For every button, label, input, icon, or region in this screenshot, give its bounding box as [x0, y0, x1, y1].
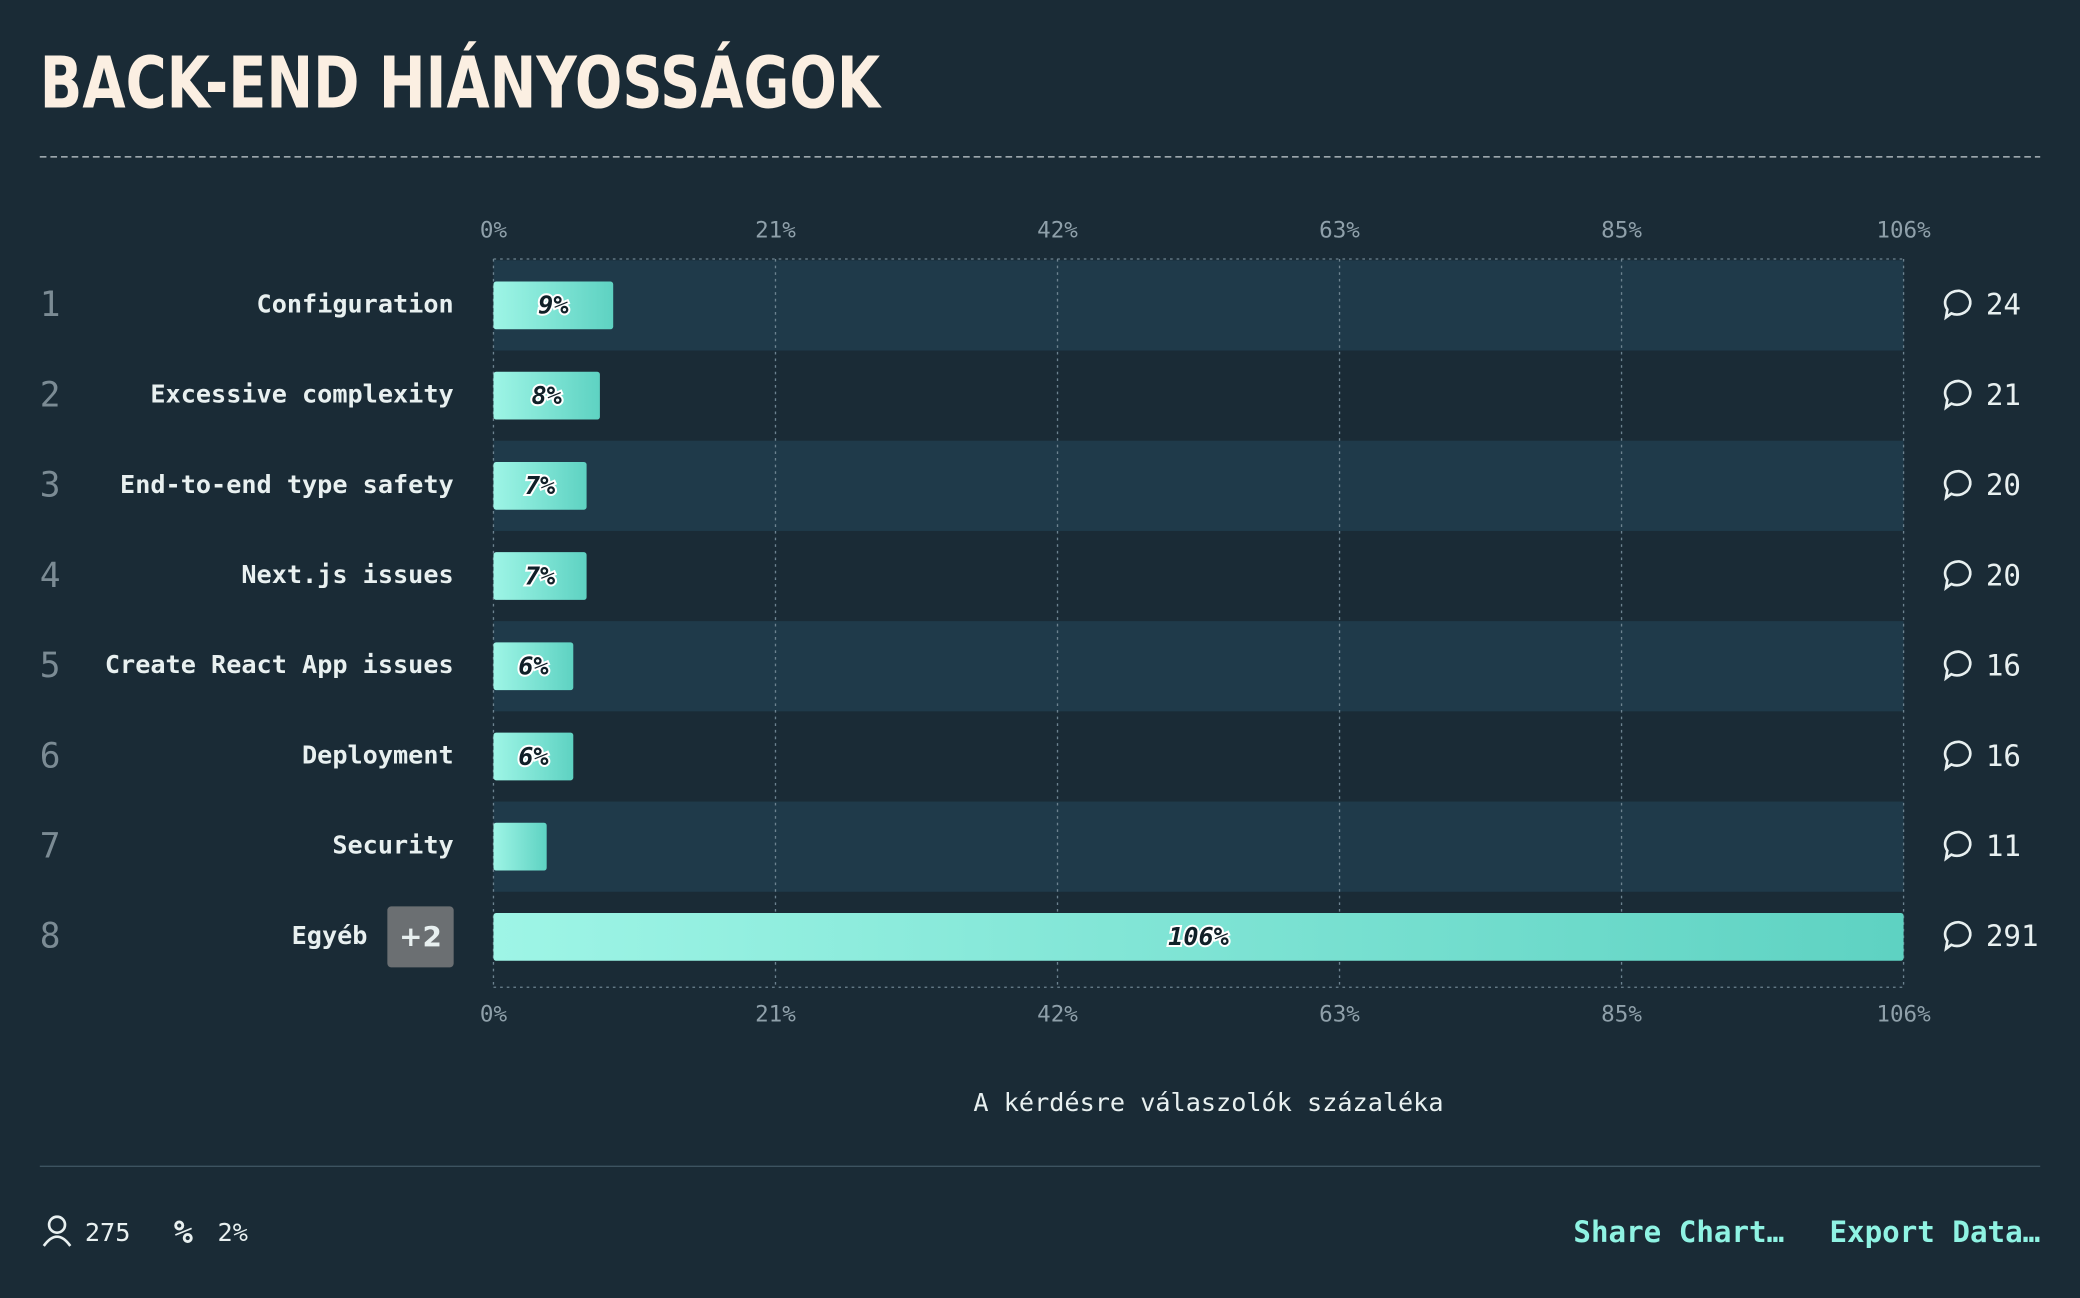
comment-icon — [1943, 379, 1972, 411]
category-label: Egyéb — [292, 921, 368, 950]
badge-label: +2 — [399, 920, 442, 953]
percent-icon: % — [174, 1213, 193, 1251]
row-band — [493, 260, 1904, 351]
category-label: Security — [332, 831, 453, 860]
x-tick-label: 21% — [755, 218, 796, 244]
comment-icon — [1943, 469, 1972, 501]
x-axis-label: A kérdésre válaszolók százaléka — [973, 1088, 1443, 1117]
x-tick-label: 106% — [1876, 1002, 1931, 1028]
count: 11 — [1986, 829, 2021, 863]
rank: 8 — [40, 917, 61, 957]
rank: 4 — [40, 556, 61, 596]
x-tick-label: 106% — [1876, 218, 1931, 244]
count: 24 — [1986, 288, 2021, 322]
x-tick-label: 42% — [1037, 218, 1078, 244]
x-tick-label: 63% — [1319, 218, 1360, 244]
rank: 5 — [40, 646, 61, 686]
count: 20 — [1986, 468, 2021, 502]
count: 16 — [1986, 739, 2021, 773]
row-band — [493, 801, 1904, 892]
x-tick-label: 0% — [480, 1002, 508, 1028]
bar — [493, 281, 614, 330]
bar — [493, 822, 547, 871]
comment-icon — [1943, 650, 1972, 682]
row-band — [493, 440, 1904, 531]
bar — [493, 461, 587, 510]
x-tick-label: 85% — [1601, 218, 1642, 244]
row-band — [493, 621, 1904, 712]
value-label: 6% — [518, 652, 548, 681]
respondents: 275 — [85, 1218, 130, 1247]
rank: 3 — [40, 466, 61, 506]
category-label: Deployment — [302, 740, 454, 769]
value-label: 8% — [532, 381, 562, 410]
rank: 2 — [40, 375, 61, 415]
value-label: 106% — [1168, 922, 1229, 951]
category-label: Excessive complexity — [150, 380, 453, 409]
count: 291 — [1986, 919, 2039, 953]
x-tick-label: 0% — [480, 218, 508, 244]
comment-icon — [1943, 740, 1972, 772]
value-label: 6% — [518, 742, 548, 771]
x-tick-label: 42% — [1037, 1002, 1078, 1028]
category-label: Configuration — [257, 289, 454, 318]
rank: 6 — [40, 736, 61, 776]
x-tick-label: 63% — [1319, 1002, 1360, 1028]
count: 21 — [1986, 378, 2021, 412]
badge — [387, 906, 454, 968]
value-label: 7% — [525, 471, 555, 500]
value-label: 9% — [538, 291, 568, 320]
comment-icon — [1943, 830, 1972, 862]
count: 16 — [1986, 649, 2021, 683]
comment-icon — [1943, 289, 1972, 321]
category-label: Create React App issues — [105, 650, 454, 679]
comment-icon — [1943, 560, 1972, 592]
bar — [493, 642, 574, 691]
bar — [493, 371, 600, 420]
chart-title: BACK-END HIÁNYOSSÁGOK — [40, 41, 882, 126]
rank: 7 — [40, 826, 61, 866]
export-data[interactable]: Export Data… — [1829, 1215, 2040, 1249]
share-chart[interactable]: Share Chart… — [1573, 1215, 1784, 1249]
completion: 2% — [218, 1218, 248, 1247]
bar — [493, 552, 587, 600]
rank: 1 — [40, 285, 61, 325]
category-label: Next.js issues — [241, 560, 453, 589]
bar — [493, 912, 1904, 961]
bar — [493, 732, 574, 781]
x-tick-label: 21% — [755, 1002, 796, 1028]
x-tick-label: 85% — [1601, 1002, 1642, 1028]
comment-icon — [1943, 920, 1972, 952]
count: 20 — [1986, 558, 2021, 592]
respondents-icon — [42, 1215, 72, 1247]
category-label: End-to-end type safety — [120, 470, 454, 499]
value-label: 7% — [525, 561, 555, 590]
